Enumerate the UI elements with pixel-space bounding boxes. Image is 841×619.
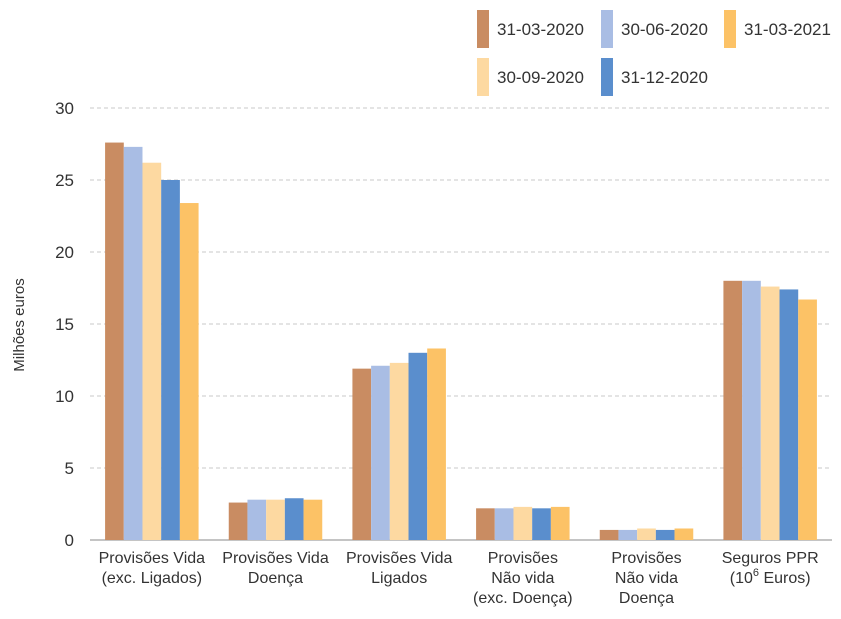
bar-30-09-2020-cat-1 [266, 499, 285, 540]
bar-31-03-2020-cat-3 [476, 508, 495, 540]
bar-30-09-2020-cat-0 [142, 162, 162, 540]
bar-30-06-2020-cat-0 [123, 146, 143, 540]
legend-label: 30-06-2020 [621, 20, 708, 39]
bar-31-12-2020-cat-5 [779, 289, 799, 540]
legend-swatch [601, 58, 613, 96]
y-tick-label: 5 [65, 459, 74, 478]
bar-31-03-2021-cat-4 [674, 528, 694, 540]
category-label: Provisões Vida [222, 550, 329, 567]
legend-swatch [601, 10, 613, 48]
bar-31-03-2021-cat-5 [798, 299, 817, 540]
category-label: (exc. Ligados) [102, 570, 203, 587]
legend: 31-03-2020 30-06-2020 31-03-2021 30-09-2020… [477, 10, 831, 96]
bar-31-03-2021-cat-3 [550, 506, 570, 540]
legend-label: 30-09-2020 [497, 68, 584, 87]
bar-31-12-2020-cat-0 [161, 180, 180, 540]
legend-swatch [724, 10, 736, 48]
y-axis-label: Milhões euros [11, 278, 28, 371]
bar-31-12-2020-cat-1 [284, 498, 304, 540]
bar-31-03-2020-cat-0 [105, 142, 124, 540]
bar-31-03-2021-cat-1 [303, 499, 323, 540]
bar-30-06-2020-cat-3 [494, 508, 514, 540]
category-label: Provisões Vida [99, 550, 206, 567]
category-label: Doença [248, 570, 303, 587]
bar-31-12-2020-cat-2 [408, 352, 428, 540]
bar-31-03-2021-cat-2 [427, 348, 446, 540]
y-tick-label: 20 [55, 243, 74, 262]
category-label: Doença [619, 590, 674, 607]
y-tick-label: 30 [55, 99, 74, 118]
category-label: (exc. Doença) [473, 590, 573, 607]
bar-30-09-2020-cat-3 [513, 506, 533, 540]
bar-30-06-2020-cat-5 [742, 280, 761, 540]
y-tick-label: 25 [55, 171, 74, 190]
category-label: Provisões [611, 550, 681, 567]
category-label-part: (10 [730, 570, 753, 587]
category-label: Não vida [491, 570, 554, 587]
y-tick-label: 15 [55, 315, 74, 334]
bar-31-12-2020-cat-3 [532, 508, 551, 540]
x-axis-categories: Provisões Vida (exc. Ligados) Provisões Vi… [99, 550, 819, 607]
bar-30-09-2020-cat-5 [760, 286, 780, 540]
category-label: Provisões [488, 550, 558, 567]
category-label: Ligados [371, 570, 427, 587]
bar-30-06-2020-cat-2 [371, 365, 390, 540]
bars [105, 142, 817, 541]
bar-31-12-2020-cat-4 [655, 529, 675, 540]
y-tick-label: 10 [55, 387, 74, 406]
bar-30-09-2020-cat-4 [637, 528, 656, 540]
bar-30-09-2020-cat-2 [389, 362, 409, 540]
legend-label: 31-03-2020 [497, 20, 584, 39]
bar-30-06-2020-cat-1 [247, 499, 267, 540]
bar-31-03-2020-cat-1 [228, 502, 248, 540]
bar-31-03-2021-cat-0 [179, 203, 199, 541]
category-label: Seguros PPR [722, 550, 819, 567]
y-axis-ticks: 0 5 10 15 20 25 30 [55, 99, 74, 550]
bar-31-03-2020-cat-2 [352, 368, 372, 540]
legend-swatch [477, 10, 489, 48]
category-label: (106 Euros) [730, 567, 811, 587]
category-label-part: Euros) [759, 570, 811, 587]
bar-30-06-2020-cat-4 [618, 529, 638, 540]
category-label: Não vida [615, 570, 678, 587]
bar-31-03-2020-cat-4 [599, 529, 619, 540]
category-label: Provisões Vida [346, 550, 453, 567]
legend-label: 31-03-2021 [744, 20, 831, 39]
gridlines [90, 107, 832, 541]
y-tick-label: 0 [65, 531, 74, 550]
legend-label: 31-12-2020 [621, 68, 708, 87]
legend-swatch [477, 58, 489, 96]
bar-31-03-2020-cat-5 [723, 280, 743, 540]
category-label-superscript: 6 [753, 567, 759, 579]
